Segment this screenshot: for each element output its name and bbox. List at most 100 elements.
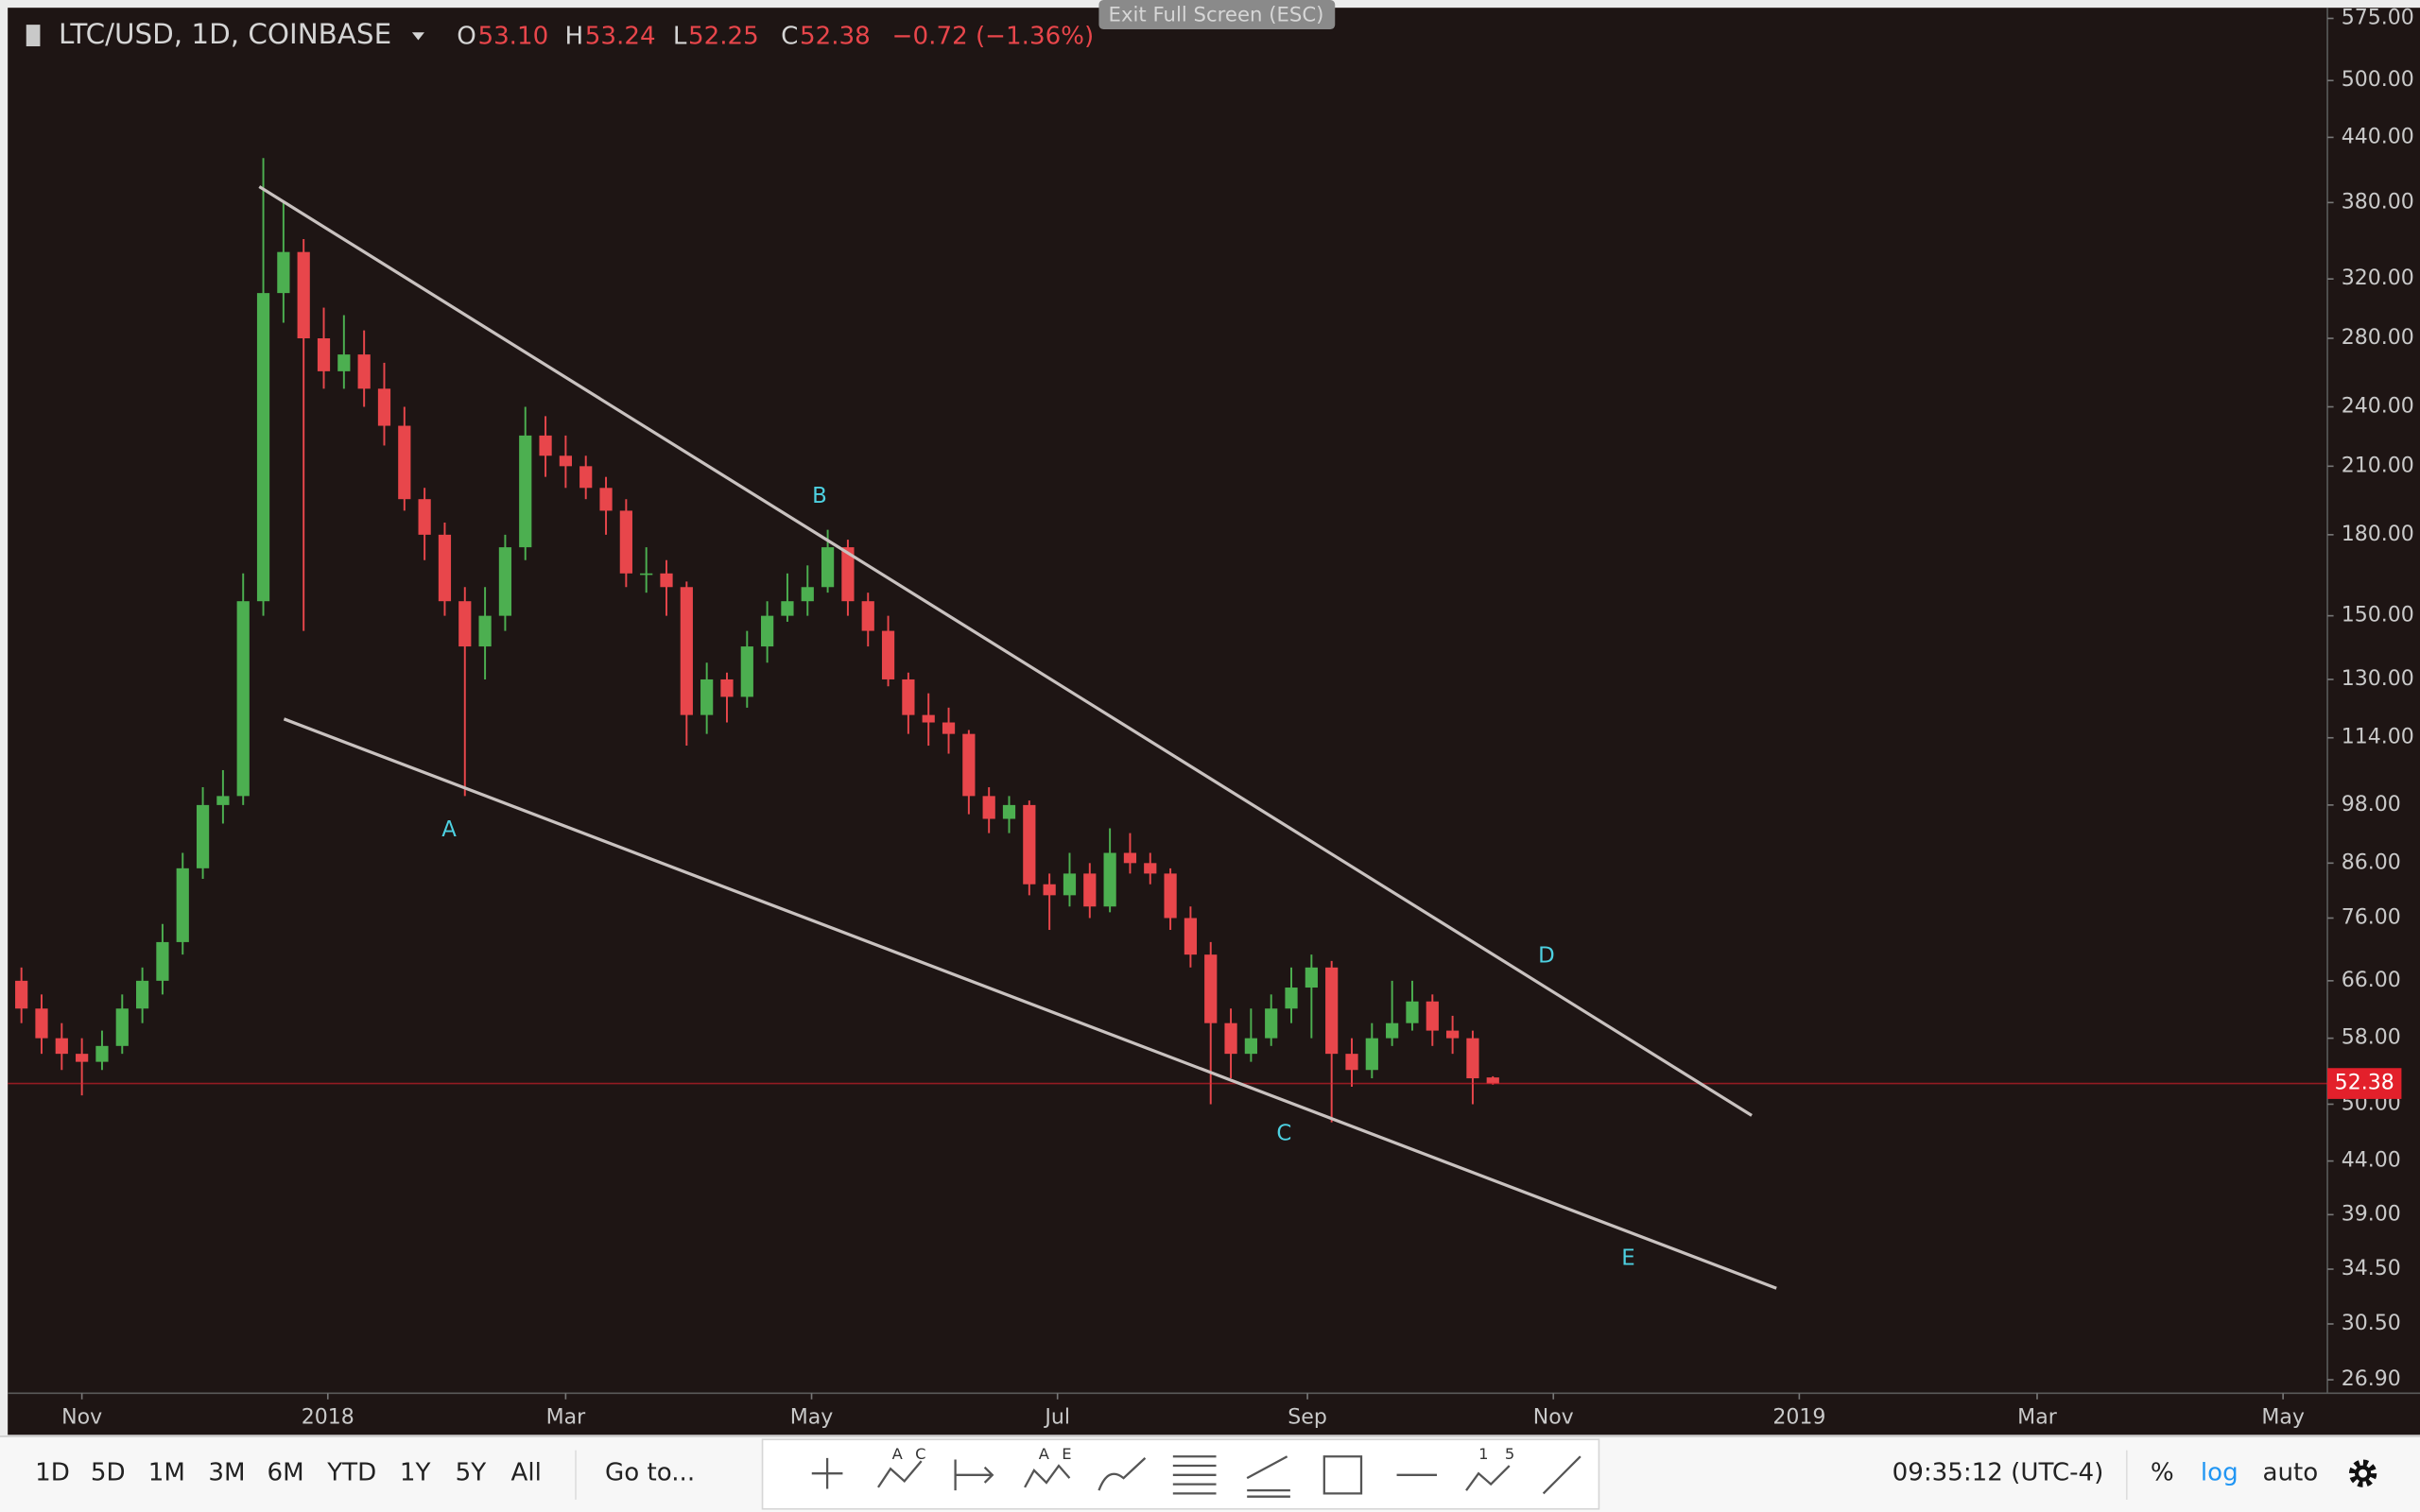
candle-body <box>398 425 411 500</box>
tool-label: 1 <box>1478 1445 1488 1463</box>
ohlc-readout: O 53.10 H 53.24 L 52.25 C 52.38 <box>457 23 870 51</box>
y-tick-label: 114.00 <box>2342 726 2414 749</box>
pattern-tool[interactable] <box>1024 1464 1071 1488</box>
candle-body <box>1446 1030 1460 1039</box>
rect-tool[interactable] <box>1322 1455 1363 1495</box>
candle-body <box>660 573 673 588</box>
candle-body <box>841 547 855 602</box>
candle-body <box>1063 873 1077 896</box>
brush-tool[interactable] <box>1098 1457 1147 1491</box>
abcd-tool[interactable] <box>877 1460 923 1488</box>
candle-body <box>1002 804 1016 819</box>
ohlc-value: 52.25 <box>688 23 759 51</box>
gann-tool[interactable] <box>1246 1455 1290 1498</box>
candle-body <box>418 499 431 535</box>
range-button[interactable]: 3M <box>208 1459 245 1487</box>
settings-button[interactable] <box>2348 1459 2377 1487</box>
wave-label: D <box>1538 944 1555 969</box>
candle-body <box>1325 967 1339 1055</box>
fullscreen-tab[interactable] <box>1098 0 1336 30</box>
y-tick-label: 76.00 <box>2342 905 2401 929</box>
candle-body <box>1023 804 1036 885</box>
wave-label: B <box>812 484 827 508</box>
trend-line-lower[interactable] <box>283 717 1777 1290</box>
auto-toggle[interactable]: auto <box>2262 1459 2318 1487</box>
range-button[interactable]: 6M <box>267 1459 303 1487</box>
candle-body <box>922 714 935 723</box>
candle-body <box>76 1054 89 1062</box>
y-tick-label: 380.00 <box>2342 190 2414 214</box>
candle-body <box>1365 1038 1378 1071</box>
candle-body <box>1426 1001 1439 1031</box>
measure-tool[interactable] <box>954 1459 994 1491</box>
candle-body <box>357 354 371 389</box>
ohlc-value: 52.38 <box>800 23 871 51</box>
candle-body <box>599 488 613 511</box>
candle-body <box>297 251 310 338</box>
percent-toggle[interactable]: % <box>2151 1459 2174 1487</box>
range-button[interactable]: 5D <box>91 1459 126 1487</box>
elliott-tool[interactable] <box>1465 1465 1511 1491</box>
trend-line-upper[interactable] <box>258 185 1753 1117</box>
candle-body <box>1406 1001 1419 1023</box>
candle-body <box>579 466 593 489</box>
x-tick-label: Nov <box>61 1405 102 1429</box>
range-button[interactable]: 5Y <box>456 1459 487 1487</box>
x-tick-label: 2019 <box>1772 1405 1825 1429</box>
candle-body <box>256 293 270 602</box>
candle-body <box>942 722 956 734</box>
goto-button[interactable]: Go to... <box>605 1459 695 1487</box>
candle-body <box>1164 873 1177 919</box>
candle-body <box>1244 1038 1257 1055</box>
candle-body <box>1224 1022 1237 1055</box>
ohlc-key: C <box>781 23 798 51</box>
candle-body <box>277 251 290 294</box>
symbol-caret[interactable] <box>411 32 424 41</box>
candle-body <box>1466 1038 1479 1079</box>
candle-body <box>761 615 774 647</box>
candle-body <box>1305 967 1318 988</box>
fib-tool[interactable] <box>1172 1455 1217 1495</box>
y-tick-label: 98.00 <box>2342 793 2401 816</box>
y-tick-label: 575.00 <box>2342 6 2414 29</box>
plot <box>8 158 2328 1123</box>
crosshair-tool[interactable] <box>811 1457 843 1489</box>
candle-body <box>95 1045 109 1062</box>
log-toggle[interactable]: log <box>2201 1459 2238 1487</box>
tool-label: A <box>892 1445 904 1463</box>
candle-body <box>317 337 331 371</box>
candle-body <box>881 630 895 679</box>
candle-body <box>861 601 874 631</box>
y-tick-label: 500.00 <box>2342 68 2414 92</box>
last-price-label: 52.38 <box>2335 1072 2394 1095</box>
ohlc-value: 53.10 <box>477 23 548 51</box>
candle-body <box>680 587 693 715</box>
x-tick-label: May <box>2261 1405 2305 1429</box>
candle-body <box>135 980 149 1009</box>
candle-body <box>1184 918 1198 955</box>
y-tick-label: 130.00 <box>2342 667 2414 691</box>
candle-body <box>821 547 835 588</box>
range-button[interactable]: All <box>511 1459 542 1487</box>
gear <box>2348 1459 2377 1487</box>
range-button[interactable]: 1Y <box>400 1459 431 1487</box>
candle-body <box>196 804 210 868</box>
wave-label: E <box>1621 1246 1634 1271</box>
tool-label: C <box>915 1445 925 1463</box>
candle-body <box>216 796 230 805</box>
range-button[interactable]: 1D <box>35 1459 70 1487</box>
range-button[interactable]: 1M <box>148 1459 185 1487</box>
trend-tool[interactable] <box>1542 1455 1582 1495</box>
candle-body <box>700 679 714 715</box>
tool-label: 5 <box>1505 1445 1514 1463</box>
range-button[interactable]: YTD <box>326 1459 376 1487</box>
change: −0.72 (−1.36%) <box>892 23 1095 51</box>
candle-body <box>781 601 794 616</box>
drawing-tool-icons: A C A E 1 5 <box>811 1445 1582 1498</box>
symbol[interactable]: LTC/USD, 1D, COINBASE <box>59 18 391 50</box>
candle-body <box>1265 1008 1278 1039</box>
candle-body <box>801 587 814 602</box>
ohlc-value: 53.24 <box>585 23 656 51</box>
candle-body <box>1043 884 1056 896</box>
